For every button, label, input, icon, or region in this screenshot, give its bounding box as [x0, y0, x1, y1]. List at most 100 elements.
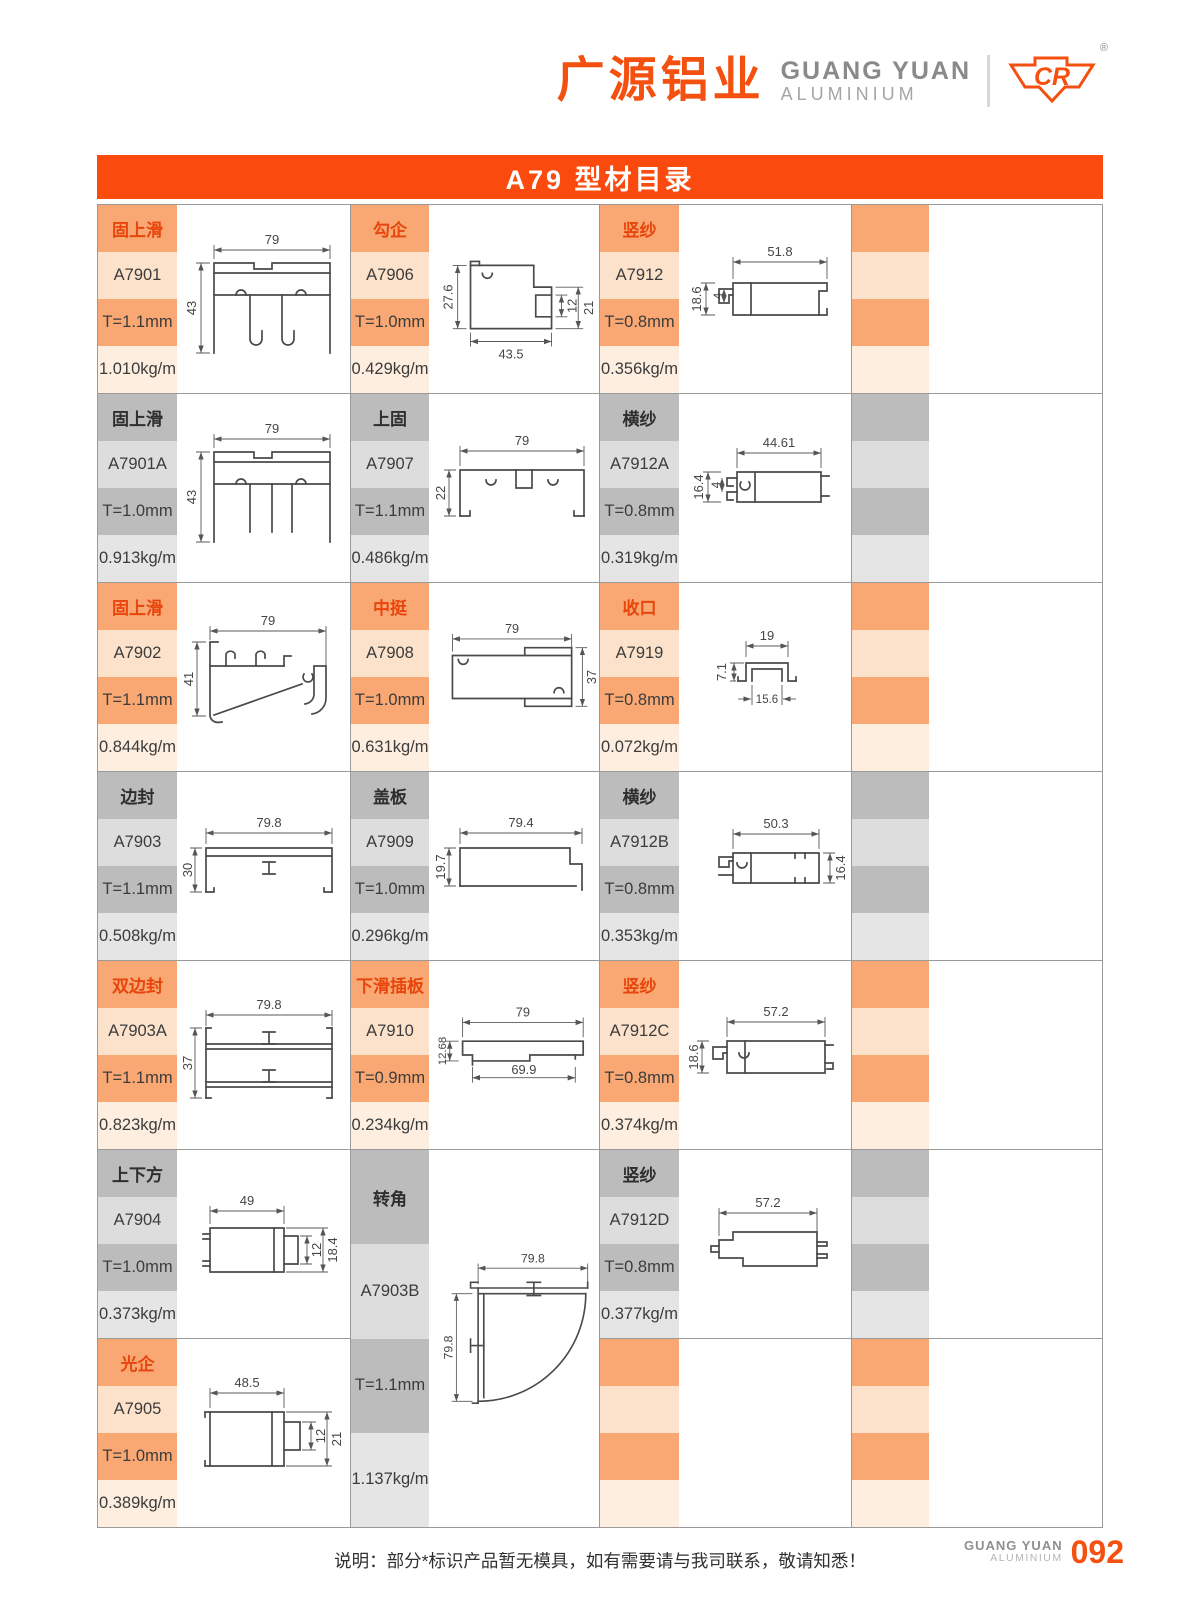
svg-text:19.7: 19.7 [433, 854, 448, 879]
svg-text:27.6: 27.6 [441, 285, 456, 310]
thickness: T=1.0mm [102, 1447, 173, 1465]
svg-text:51.8: 51.8 [767, 244, 792, 259]
page-number: 092 [1070, 1534, 1124, 1570]
svg-text:12: 12 [313, 1429, 328, 1443]
label-a7908: 中挺 A7908 T=1.0mm 0.631kg/m [350, 583, 429, 772]
profile-drawing-icon: 79 12.68 69.9 [437, 1004, 585, 1083]
empty-label-cell [851, 583, 929, 772]
brand-name-cn: 广源铝业 [556, 54, 765, 107]
svg-text:79.8: 79.8 [256, 815, 281, 830]
brand-header: 广源铝业 GUANG YUAN ALUMINIUM CR ® [0, 42, 1108, 116]
svg-text:7.1: 7.1 [714, 663, 729, 681]
profile-drawing-icon: 79.8 79.8 [442, 1251, 589, 1404]
weight: 0.389kg/m [98, 1494, 177, 1512]
profile-drawing-icon: 79 43 [184, 232, 331, 354]
svg-text:79: 79 [264, 421, 278, 436]
thickness: T=0.9mm [354, 1069, 426, 1087]
empty-cell [679, 1339, 851, 1528]
product-code: A7906 [366, 266, 414, 284]
thickness: T=1.1mm [102, 313, 173, 331]
empty-label-cell [599, 1339, 679, 1528]
category-label: 边封 [120, 788, 155, 807]
thickness: T=1.0mm [354, 691, 426, 709]
label-a7912c: 竖纱 A7912C T=0.8mm 0.374kg/m [599, 961, 679, 1150]
profile-drawing-icon: 50.3 16.4 [718, 816, 848, 884]
weight: 0.377kg/m [600, 1305, 679, 1323]
product-code: A7912 [615, 266, 664, 284]
svg-text:79: 79 [505, 622, 519, 636]
empty-cell [929, 961, 1102, 1150]
empty-cell [929, 1339, 1102, 1528]
empty-cell [929, 394, 1102, 583]
product-code: A7907 [366, 455, 414, 473]
svg-text:41: 41 [181, 672, 196, 686]
svg-text:21: 21 [581, 301, 596, 315]
svg-text:48.5: 48.5 [234, 1375, 259, 1390]
footer-brand-sub: ALUMINIUM [990, 1552, 1063, 1565]
profile-drawing-icon: 79.8 30 [180, 815, 333, 893]
weight: 0.373kg/m [98, 1305, 177, 1323]
weight: 0.844kg/m [98, 738, 177, 756]
profile-drawing-icon: 51.8 18.6 4 [689, 244, 828, 316]
label-a7901: 固上滑 A7901 T=1.1mm 1.010kg/m [98, 205, 177, 394]
product-code: A7909 [366, 833, 414, 851]
svg-text:15.6: 15.6 [756, 694, 778, 706]
svg-text:79: 79 [264, 232, 278, 247]
label-a7912: 竖纱 A7912 T=0.8mm 0.356kg/m [599, 205, 679, 394]
brand-logo: CR ® [1006, 42, 1108, 113]
catalog-title: A79 型材目录 [97, 155, 1103, 199]
empty-cell [929, 583, 1102, 772]
drawing-a7909: 79.4 19.7 [429, 772, 599, 961]
footer-brand: GUANG YUAN ALUMINIUM [964, 1538, 1063, 1565]
category-label: 竖纱 [622, 221, 657, 240]
category-label: 竖纱 [622, 977, 657, 996]
svg-text:79.8: 79.8 [521, 1251, 545, 1265]
category-label: 上下方 [112, 1166, 163, 1185]
svg-text:12: 12 [309, 1243, 324, 1257]
drawing-a7905: 48.5 12 21 [177, 1339, 350, 1528]
svg-text:79.4: 79.4 [508, 815, 533, 830]
weight: 0.823kg/m [98, 1116, 177, 1134]
category-label: 横纱 [622, 410, 657, 429]
svg-text:18.4: 18.4 [325, 1237, 340, 1262]
label-a7901a: 固上滑 A7901A T=1.0mm 0.913kg/m [98, 394, 177, 583]
product-code: A7903 [113, 833, 162, 851]
profile-drawing-icon: 27.6 43.5 12 21 [441, 260, 596, 361]
product-code: A7905 [113, 1400, 162, 1418]
drawing-a7912d: 57.2 [679, 1150, 851, 1339]
category-label: 转角 [373, 1189, 407, 1209]
category-label: 下滑插板 [356, 977, 424, 996]
thickness: T=0.8mm [604, 880, 675, 898]
category-label: 竖纱 [622, 1166, 657, 1185]
product-code: A7904 [113, 1211, 162, 1229]
profile-drawing-icon: 48.5 12 21 [203, 1375, 344, 1467]
weight: 0.913kg/m [98, 549, 177, 567]
product-code: A7910 [366, 1022, 414, 1040]
weight: 0.356kg/m [600, 360, 679, 378]
drawing-a7901a: 79 43 [177, 394, 350, 583]
weight: 0.319kg/m [600, 549, 679, 567]
svg-text:79.8: 79.8 [256, 997, 281, 1012]
thickness: T=0.8mm [604, 502, 675, 520]
svg-text:19: 19 [760, 628, 774, 643]
label-a7912a: 横纱 A7912A T=0.8mm 0.319kg/m [599, 394, 679, 583]
label-a7903a: 双边封 A7903A T=1.1mm 0.823kg/m [98, 961, 177, 1150]
drawing-a7903a: 79.8 37 [177, 961, 350, 1150]
category-label: 固上滑 [112, 221, 163, 240]
thickness: T=1.1mm [102, 880, 173, 898]
svg-text:44.61: 44.61 [763, 435, 796, 450]
category-label: 上固 [373, 410, 407, 429]
category-label: 横纱 [622, 788, 657, 807]
weight: 0.429kg/m [351, 360, 429, 378]
svg-text:79: 79 [515, 433, 529, 448]
thickness: T=0.8mm [604, 313, 675, 331]
label-a7903: 边封 A7903 T=1.1mm 0.508kg/m [98, 772, 177, 961]
drawing-a7903b: 79.8 79.8 [429, 1150, 599, 1528]
empty-label-cell [851, 772, 929, 961]
thickness: T=1.0mm [102, 1258, 173, 1276]
weight: 0.631kg/m [351, 738, 429, 756]
drawing-a7912b: 50.3 16.4 [679, 772, 851, 961]
drawing-a7904: 49 12 18.4 [177, 1150, 350, 1339]
product-code: A7912B [610, 833, 669, 851]
category-label: 固上滑 [112, 599, 163, 618]
